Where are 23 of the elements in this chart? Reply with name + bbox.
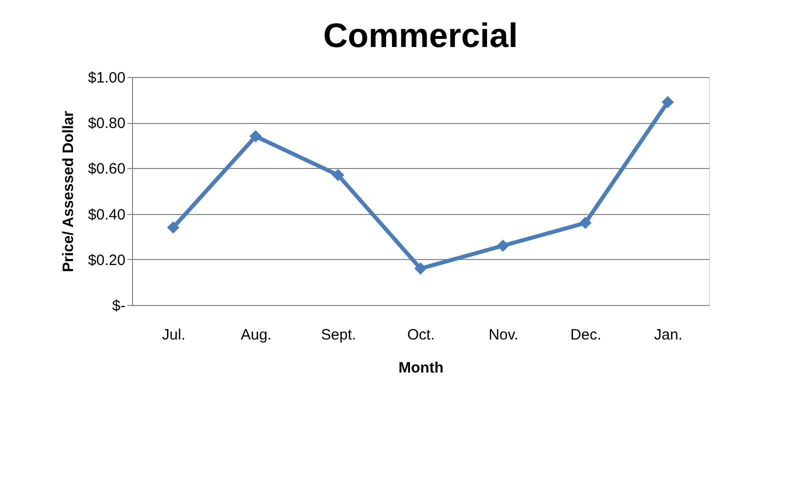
point	[579, 216, 592, 230]
x-tick-label: Sept.	[321, 326, 356, 344]
y-tick-label: $0.40	[88, 206, 126, 224]
x-axis-title: Month	[398, 360, 444, 376]
x-tick-label: Jul.	[162, 326, 186, 344]
point	[414, 262, 427, 275]
x-tick-label: Aug.	[240, 326, 272, 344]
point	[496, 240, 510, 252]
y-tick-label: $1.00	[88, 70, 126, 86]
point	[250, 130, 262, 142]
y-tick-label: $0.20	[88, 252, 126, 269]
x-tick-label: Dec.	[570, 326, 602, 344]
y-tick-label: $-	[112, 298, 126, 314]
point	[167, 221, 180, 234]
point	[332, 168, 344, 182]
point	[662, 96, 674, 108]
chart-title: Commercial	[323, 17, 518, 55]
y-tick-label: $0.60	[88, 160, 126, 178]
x-tick-label: Jan.	[654, 326, 682, 344]
x-tick-label: Oct.	[407, 326, 435, 344]
y-tick-label: $0.80	[88, 115, 126, 132]
y-axis-title: Price/ Assessed Dollar	[60, 110, 77, 272]
x-tick-label: Nov.	[488, 326, 518, 344]
